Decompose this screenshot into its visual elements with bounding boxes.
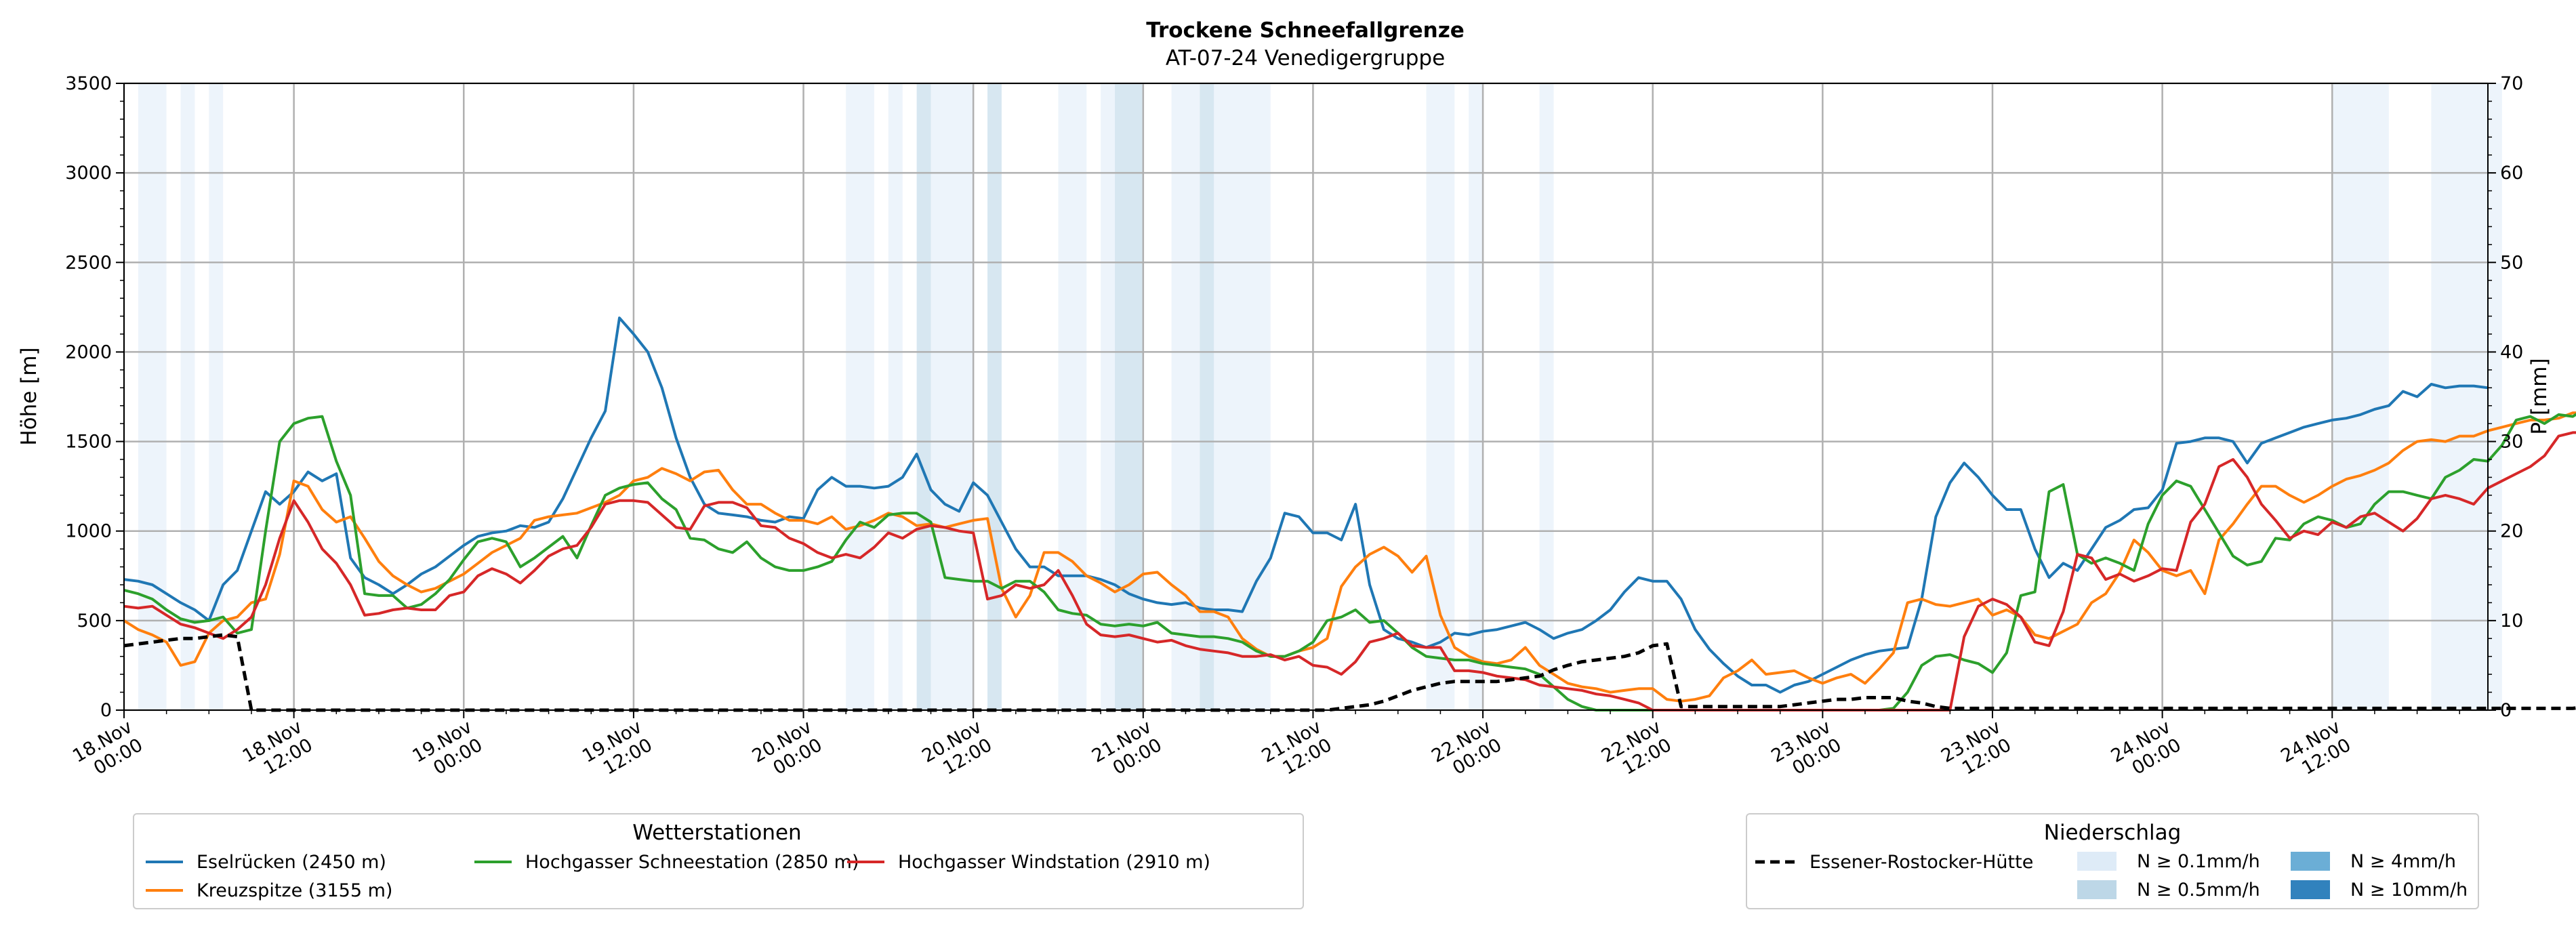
grid-lines xyxy=(123,82,2488,711)
precip-band xyxy=(1539,83,1554,710)
y2-axis-label: P [mm] xyxy=(2527,358,2552,434)
precip-legend-swatch xyxy=(2077,852,2117,871)
legend-label-0: Eselrücken (2450 m) xyxy=(197,852,386,873)
precip-band xyxy=(1469,83,1484,710)
station-legend-box xyxy=(133,813,1304,909)
y2-tick-label: 60 xyxy=(2500,163,2523,184)
precip-band xyxy=(209,83,224,710)
legend-label-3: Hochgasser Windstation (2910 m) xyxy=(898,852,1210,873)
y-tick-label: 1500 xyxy=(65,432,112,453)
left-y-axis: 0 500 1000 1500 2000 2500 3000 3500 xyxy=(65,73,124,721)
precip-band xyxy=(180,83,195,710)
y-tick-label: 2500 xyxy=(65,252,112,273)
legend-label-1: Kreuzspitze (3155 m) xyxy=(197,880,392,901)
chart-title: Trockene Schneefallgrenze xyxy=(1146,18,1465,43)
precip-band xyxy=(931,83,974,710)
y2-tick-label: 30 xyxy=(2500,432,2523,453)
precip-band xyxy=(1171,83,1200,710)
precip-legend-swatch xyxy=(2291,880,2330,899)
series-line-2 xyxy=(123,413,2576,711)
station-legend: Wetterstationen Eselrücken (2450 m) Kreuz… xyxy=(133,813,1304,909)
precipitation-bands xyxy=(138,83,2502,710)
precip-band xyxy=(1101,83,1116,710)
legend-label-2: Hochgasser Schneestation (2850 m) xyxy=(525,852,859,873)
precip-band xyxy=(138,83,167,710)
series-line-0 xyxy=(123,316,2489,694)
y-tick-label: 2000 xyxy=(65,342,112,363)
y2-tick-label: 70 xyxy=(2500,73,2523,94)
precip-band xyxy=(1200,83,1214,710)
precip-band xyxy=(888,83,903,710)
precip-band xyxy=(846,83,874,710)
precip-band xyxy=(916,83,931,710)
plot-frame xyxy=(123,83,2489,711)
y-tick-label: 1000 xyxy=(65,521,112,542)
precip-legend: Niederschlag Essener-Rostocker-Hütte N ≥ … xyxy=(1746,813,2479,909)
precip-legend-label: N ≥ 10mm/h xyxy=(2350,880,2468,901)
y-axis-label: Höhe [m] xyxy=(17,347,41,445)
precip-legend-swatch xyxy=(2291,852,2330,871)
precip-band xyxy=(1115,83,1143,710)
series-line-4 xyxy=(123,633,2576,712)
series-line-1 xyxy=(123,411,2576,703)
precip-band xyxy=(987,83,1002,710)
precip-band xyxy=(1214,83,1271,710)
y-tick-label: 3500 xyxy=(65,73,112,94)
chart-subtitle: AT-07-24 Venedigergruppe xyxy=(1166,46,1445,70)
precip-legend-label: N ≥ 0.5mm/h xyxy=(2137,880,2260,901)
series-line-3 xyxy=(123,431,2576,711)
precip-band xyxy=(2332,83,2389,710)
series-lines xyxy=(123,316,2576,712)
y-tick-label: 500 xyxy=(77,611,112,632)
y2-tick-label: 50 xyxy=(2500,252,2523,273)
precip-legend-label: N ≥ 4mm/h xyxy=(2350,851,2456,872)
legend-label-hut: Essener-Rostocker-Hütte xyxy=(1810,852,2033,873)
precip-legend-swatch xyxy=(2077,880,2117,899)
y2-tick-label: 20 xyxy=(2500,521,2523,542)
y-tick-label: 0 xyxy=(100,700,112,721)
y2-tick-label: 10 xyxy=(2500,611,2523,632)
precip-legend-label: N ≥ 0.1mm/h xyxy=(2137,851,2260,872)
y-tick-label: 3000 xyxy=(65,163,112,184)
station-legend-title: Wetterstationen xyxy=(632,821,801,845)
y2-tick-label: 40 xyxy=(2500,342,2523,363)
precip-band xyxy=(1058,83,1087,710)
precip-band xyxy=(2431,83,2502,710)
precip-legend-title: Niederschlag xyxy=(2044,821,2182,845)
y2-tick-label: 0 xyxy=(2500,700,2512,721)
right-y-axis: 0 10 20 30 40 50 60 70 xyxy=(2488,73,2523,721)
precip-band xyxy=(1426,83,1455,710)
